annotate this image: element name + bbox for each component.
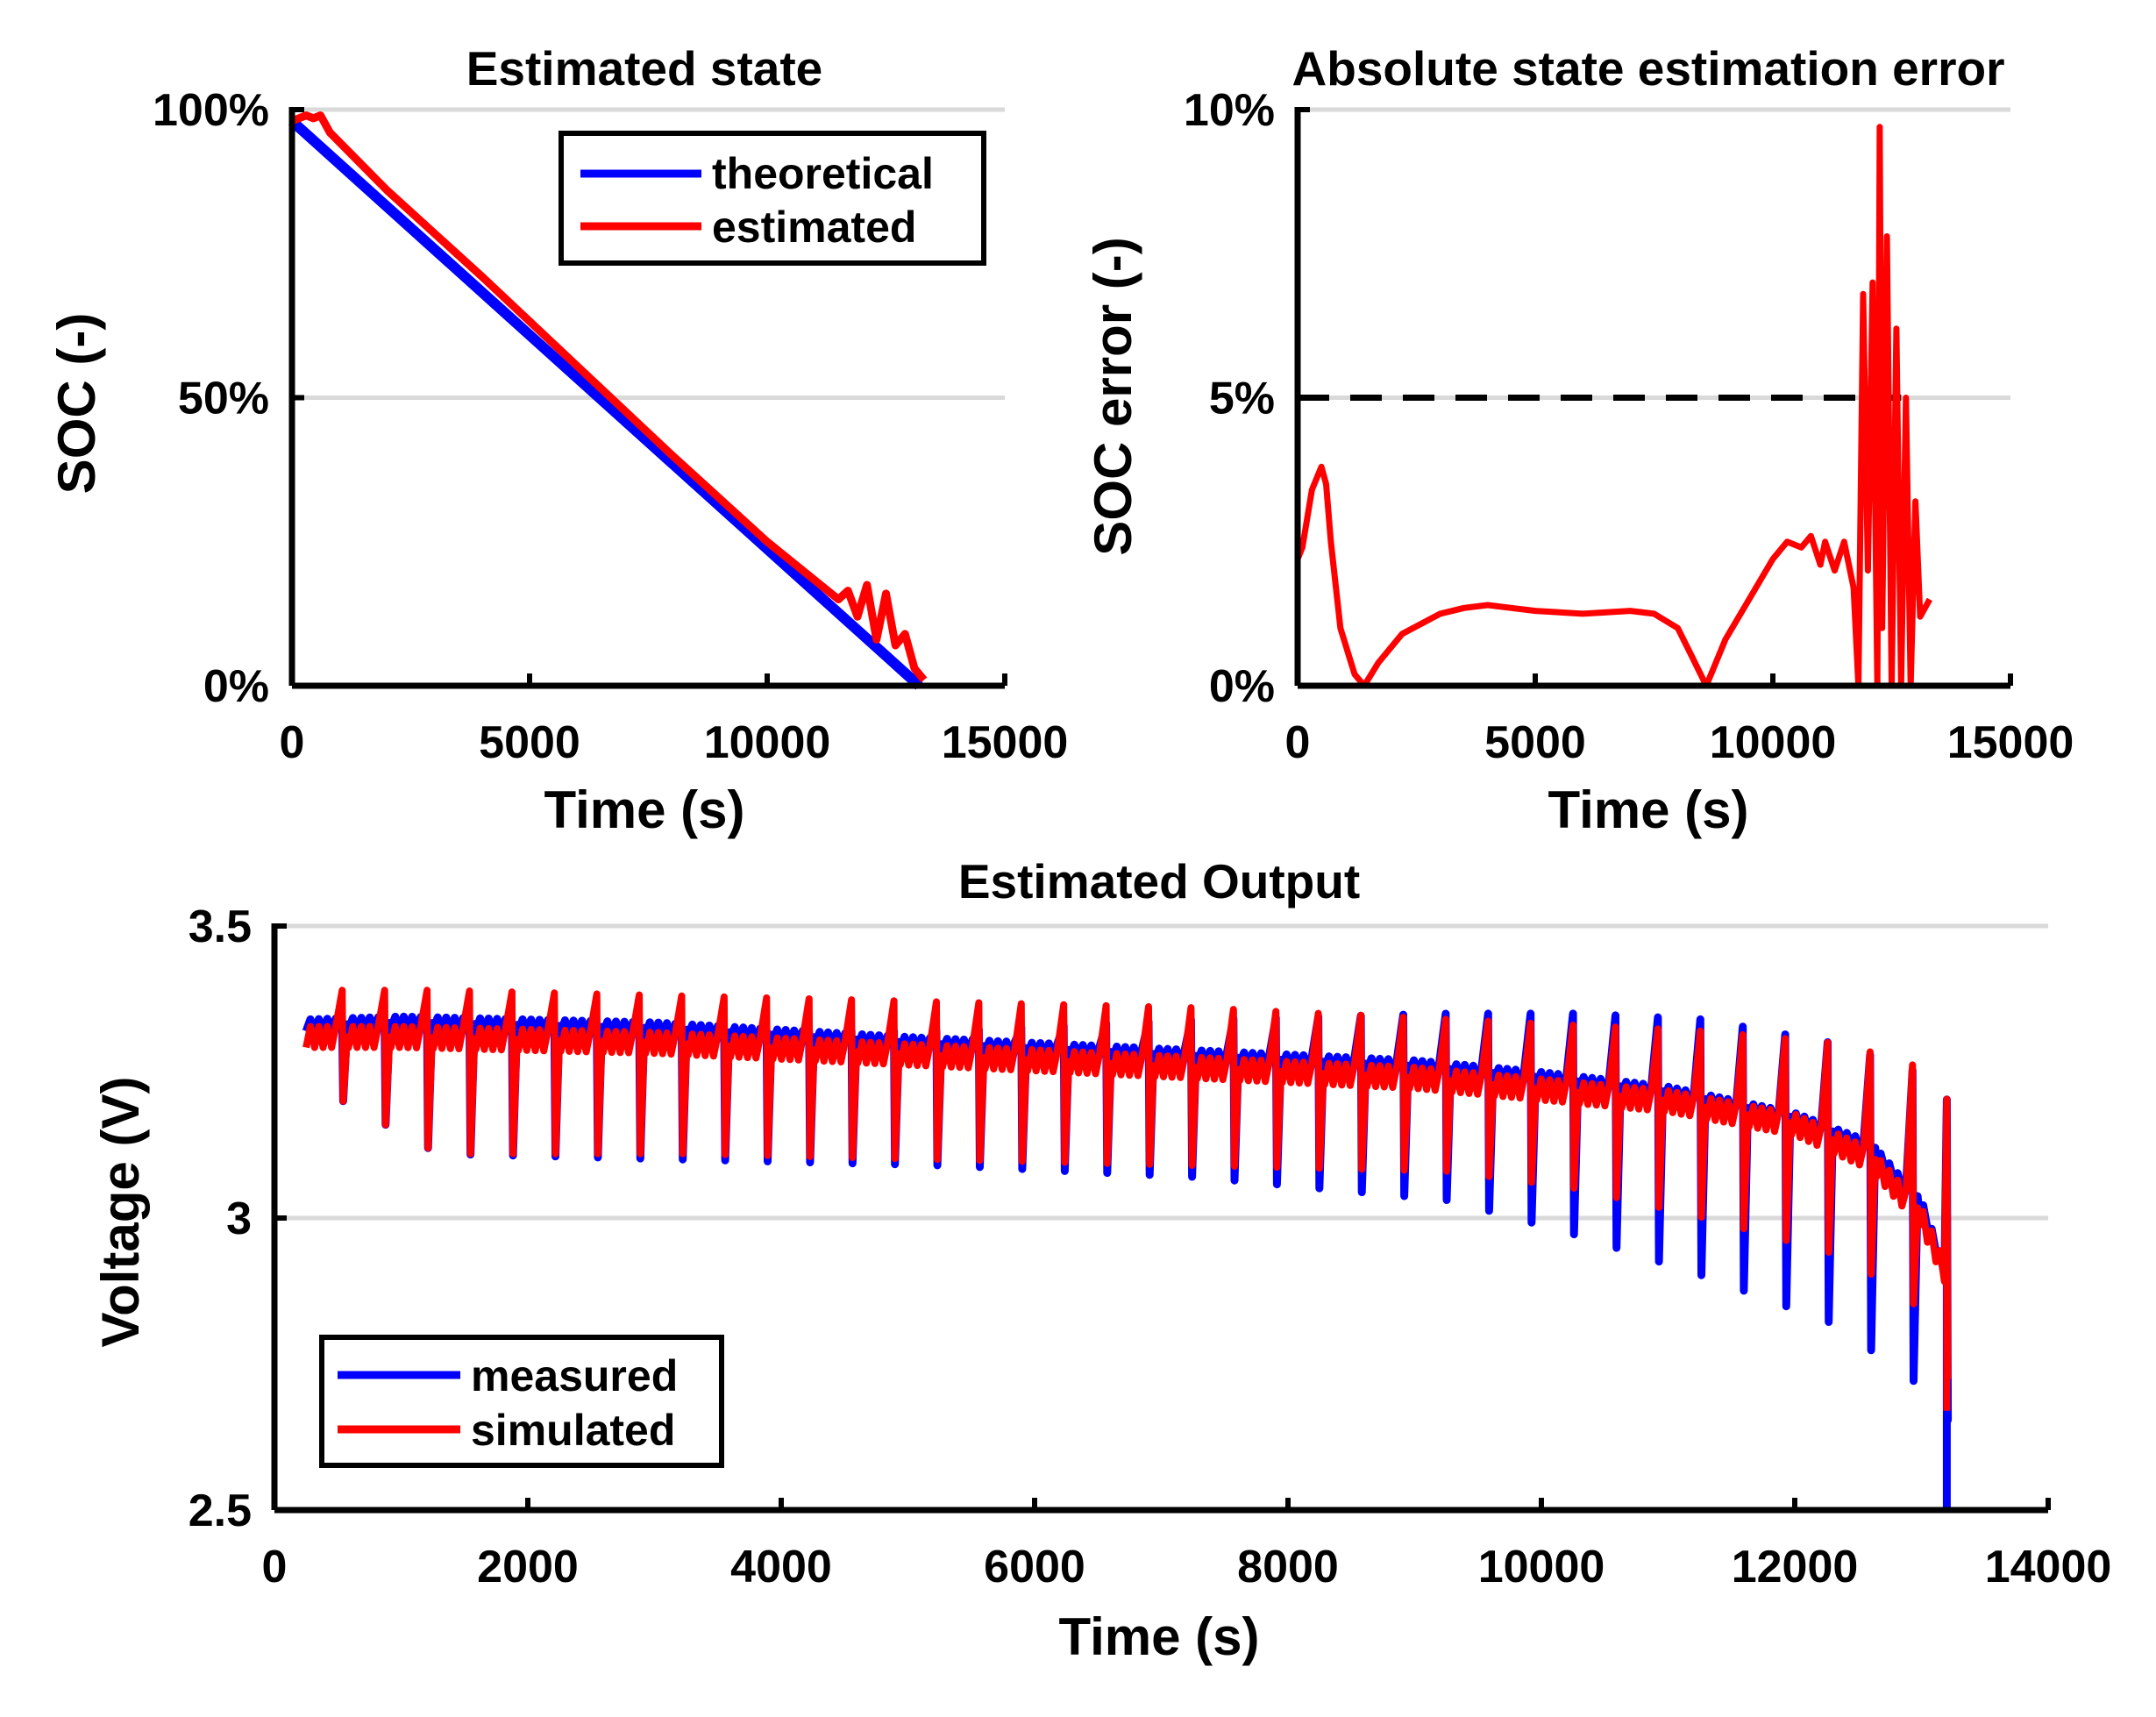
y-tick-label: 5% <box>1209 374 1275 424</box>
series-line-theoretical <box>288 117 923 690</box>
x-tick-label: 10000 <box>1478 1542 1605 1592</box>
legend-label-estimated: estimated <box>712 203 916 252</box>
estimated-state-panel: 0 5000 10000 15000 0% 50% 100% Estimated stat… <box>47 41 1068 839</box>
x-tick-label: 12000 <box>1732 1542 1859 1592</box>
legend-label-measured: measured <box>471 1351 678 1400</box>
x-tick-labels: 0 5000 10000 15000 <box>280 717 1069 768</box>
x-axis-label: Time (s) <box>1059 1607 1260 1666</box>
y-tick-label: 100% <box>153 85 269 136</box>
x-tick-label: 5000 <box>1484 717 1586 768</box>
plot-area <box>288 111 928 690</box>
chart-title: Absolute state estimation error <box>1292 41 2005 96</box>
y-tick-label: 2.5 <box>189 1485 252 1536</box>
estimated-output-panel: 0 2000 4000 6000 8000 10000 12000 14000 2.5 3 3.5… <box>91 854 2111 1666</box>
axes <box>271 923 2051 1514</box>
x-tick-label: 6000 <box>984 1542 1085 1592</box>
y-tick-label: 3 <box>226 1193 252 1244</box>
chart-title: Estimated Output <box>958 854 1360 908</box>
x-tick-label: 0 <box>262 1542 288 1592</box>
x-tick-label: 15000 <box>1947 717 2074 768</box>
y-tick-label: 10% <box>1184 85 1275 136</box>
x-tick-label: 10000 <box>704 717 831 768</box>
y-axis-label: Voltage (V) <box>91 1077 150 1348</box>
legend-box <box>559 131 986 266</box>
legend: theoretical estimated <box>559 131 986 266</box>
y-axis-label: SOC (-) <box>47 313 106 495</box>
y-tick-labels: 0% 5% 10% <box>1184 85 1275 712</box>
chart-title: Estimated state <box>466 41 823 96</box>
grid <box>274 923 2048 1221</box>
axes <box>1294 107 2013 689</box>
axes <box>288 107 1007 689</box>
legend-label-simulated: simulated <box>471 1406 675 1455</box>
y-tick-label: 0% <box>203 661 269 712</box>
x-tick-label: 4000 <box>730 1542 832 1592</box>
grid <box>1298 107 2010 400</box>
x-tick-label: 10000 <box>1710 717 1837 768</box>
y-tick-label: 3.5 <box>189 901 252 952</box>
x-axis-label: Time (s) <box>544 780 745 839</box>
plot-area <box>302 987 1953 1510</box>
plot-area <box>1294 124 1932 689</box>
x-axis-label: Time (s) <box>1548 780 1749 839</box>
series-line-error <box>1294 124 1932 689</box>
y-tick-labels: 2.5 3 3.5 <box>189 901 252 1536</box>
estimation-error-panel: 0 5000 10000 15000 0% 5% 10% Absolute state e… <box>1084 41 2074 839</box>
x-tick-labels: 0 2000 4000 6000 8000 10000 12000 14000 <box>262 1542 2112 1592</box>
x-tick-label: 14000 <box>1985 1542 2112 1592</box>
legend-label-theoretical: theoretical <box>712 149 934 198</box>
x-tick-label: 8000 <box>1237 1542 1339 1592</box>
y-tick-labels: 0% 50% 100% <box>153 85 269 712</box>
x-tick-label: 0 <box>1285 717 1311 768</box>
x-tick-label: 2000 <box>477 1542 579 1592</box>
y-axis-label: SOC error (-) <box>1084 237 1142 555</box>
legend-box <box>319 1335 724 1468</box>
x-tick-label: 5000 <box>479 717 580 768</box>
series-line-estimated <box>290 111 928 683</box>
x-tick-label: 0 <box>280 717 305 768</box>
y-tick-label: 0% <box>1209 661 1275 712</box>
x-tick-label: 15000 <box>942 717 1069 768</box>
series-line-simulated <box>302 987 1952 1411</box>
y-tick-label: 50% <box>178 374 269 424</box>
grid <box>292 107 1005 400</box>
x-tick-labels: 0 5000 10000 15000 <box>1285 717 2074 768</box>
legend: measured simulated <box>319 1335 724 1468</box>
